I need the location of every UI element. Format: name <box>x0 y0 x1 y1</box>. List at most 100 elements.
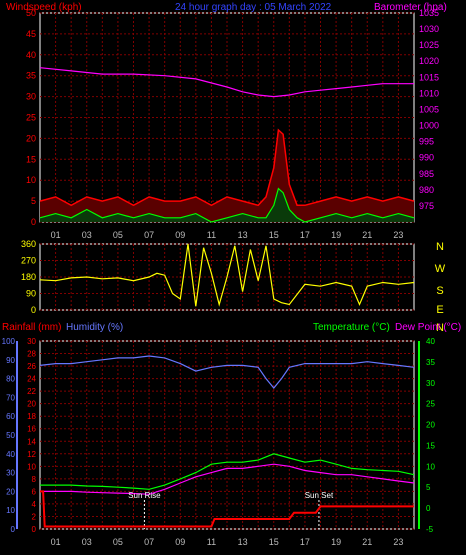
graph-title: 24 hour graph day : 05 March 2022 <box>175 2 332 13</box>
baro-tick-label: 975 <box>419 201 434 211</box>
windspeed-label: Windspeed (kph) <box>6 2 82 13</box>
wind-tick-label: 15 <box>26 154 36 164</box>
wind-tick-label: 35 <box>26 71 36 81</box>
hour-tick-label: 13 <box>238 537 248 547</box>
temp-tick-label: 25 <box>426 400 435 409</box>
hour-tick-label: 07 <box>144 537 154 547</box>
temp-tick-label: 15 <box>426 441 435 450</box>
rain-tick-label: 4 <box>32 500 37 509</box>
wind-tick-label: 45 <box>26 29 36 39</box>
rain-tick-label: 24 <box>27 375 36 384</box>
rainfall-line <box>40 490 414 528</box>
hour-tick-label: 11 <box>207 537 216 547</box>
temp-tick-label: 40 <box>426 337 435 346</box>
hour-tick-label: 23 <box>393 230 403 240</box>
rain-tick-label: 12 <box>27 450 36 459</box>
hour-tick-label: 15 <box>269 230 279 240</box>
wind-tick-label: 50 <box>26 8 36 18</box>
wind-tick-label: 10 <box>26 175 36 185</box>
hour-tick-label: 11 <box>207 230 216 240</box>
dir-tick-label: 360 <box>21 239 36 249</box>
wind-tick-label: 25 <box>26 113 36 123</box>
hour-tick-label: 09 <box>175 230 185 240</box>
hour-tick-label: 17 <box>300 230 310 240</box>
hour-tick-label: 03 <box>82 230 92 240</box>
hour-tick-label: 13 <box>238 230 248 240</box>
compass-label: E <box>436 304 443 316</box>
temp-tick-label: 5 <box>426 483 431 492</box>
baro-tick-label: 1025 <box>419 40 439 50</box>
rain-tick-label: 22 <box>27 387 36 396</box>
compass-label: N <box>436 322 444 334</box>
baro-tick-label: 1020 <box>419 56 439 66</box>
temp-tick-label: 0 <box>426 504 431 513</box>
dir-tick-label: 270 <box>21 256 36 266</box>
hour-tick-label: 05 <box>113 230 123 240</box>
wind-tick-label: 40 <box>26 50 36 60</box>
temperature-label: Temperature (°C) <box>313 322 390 333</box>
hour-tick-label: 15 <box>269 537 279 547</box>
baro-tick-label: 1005 <box>419 104 439 114</box>
wind-direction-line <box>39 243 415 307</box>
hour-tick-label: 23 <box>393 537 403 547</box>
rain-tick-label: 20 <box>27 400 36 409</box>
temp-tick-label: 35 <box>426 358 435 367</box>
humidity-tick-label: 70 <box>6 393 15 402</box>
rain-tick-label: 0 <box>32 525 37 534</box>
hour-tick-label: 19 <box>331 230 341 240</box>
wind-tick-label: 0 <box>31 217 36 227</box>
sunrise-label: Sun Rise <box>128 491 161 500</box>
hour-tick-label: 21 <box>362 230 372 240</box>
humidity-tick-label: 50 <box>6 431 15 440</box>
humidity-tick-label: 100 <box>2 337 16 346</box>
humidity-tick-label: 40 <box>6 450 15 459</box>
baro-tick-label: 1000 <box>419 121 439 131</box>
humidity-tick-label: 90 <box>6 356 15 365</box>
humidity-tick-label: 60 <box>6 412 15 421</box>
dir-tick-label: 180 <box>21 272 36 282</box>
rain-tick-label: 30 <box>27 337 36 346</box>
dewpoint-line <box>40 463 415 495</box>
humidity-tick-label: 20 <box>6 487 15 496</box>
rain-tick-label: 28 <box>27 350 36 359</box>
dir-tick-label: 90 <box>26 289 36 299</box>
hour-tick-label: 01 <box>51 537 61 547</box>
rain-humidity-temp-panel: Rainfall (mm) Humidity (%) Temperature (… <box>2 322 462 547</box>
hour-tick-label: 19 <box>331 537 341 547</box>
rain-tick-label: 26 <box>27 362 36 371</box>
baro-tick-label: 1010 <box>419 88 439 98</box>
rain-tick-label: 14 <box>27 437 36 446</box>
humidity-label: Humidity (%) <box>66 322 123 333</box>
compass-label: W <box>435 263 446 275</box>
humidity-tick-label: 80 <box>6 375 15 384</box>
temp-tick-label: -5 <box>426 525 434 534</box>
rain-tick-label: 2 <box>32 512 37 521</box>
hour-tick-label: 21 <box>362 537 372 547</box>
temperature-line <box>40 453 415 490</box>
temp-tick-label: 30 <box>426 379 435 388</box>
baro-tick-label: 1035 <box>419 8 439 18</box>
rain-tick-label: 16 <box>27 425 36 434</box>
temp-tick-label: 20 <box>426 421 435 430</box>
rain-tick-label: 18 <box>27 412 36 421</box>
rain-tick-label: 10 <box>27 462 36 471</box>
rainfall-label: Rainfall (mm) <box>2 322 61 333</box>
humidity-tick-label: 0 <box>11 525 16 534</box>
baro-tick-label: 1015 <box>419 72 439 82</box>
baro-tick-label: 980 <box>419 185 434 195</box>
hour-tick-label: 01 <box>51 230 61 240</box>
sunset-label: Sun Set <box>305 491 334 500</box>
temp-tick-label: 10 <box>426 462 435 471</box>
humidity-tick-label: 10 <box>6 506 15 515</box>
wind-gust-line <box>39 128 415 207</box>
rain-tick-label: 6 <box>32 487 37 496</box>
wind-barometer-panel: Windspeed (kph) 24 hour graph day : 05 M… <box>6 2 447 240</box>
humidity-tick-label: 30 <box>6 469 15 478</box>
wind-tick-label: 20 <box>26 133 36 143</box>
wind-tick-label: 30 <box>26 92 36 102</box>
baro-tick-label: 985 <box>419 169 434 179</box>
hour-tick-label: 03 <box>82 537 92 547</box>
dewpoint-label: Dew Point (°C) <box>395 322 461 333</box>
avg-wind-line <box>39 187 415 223</box>
